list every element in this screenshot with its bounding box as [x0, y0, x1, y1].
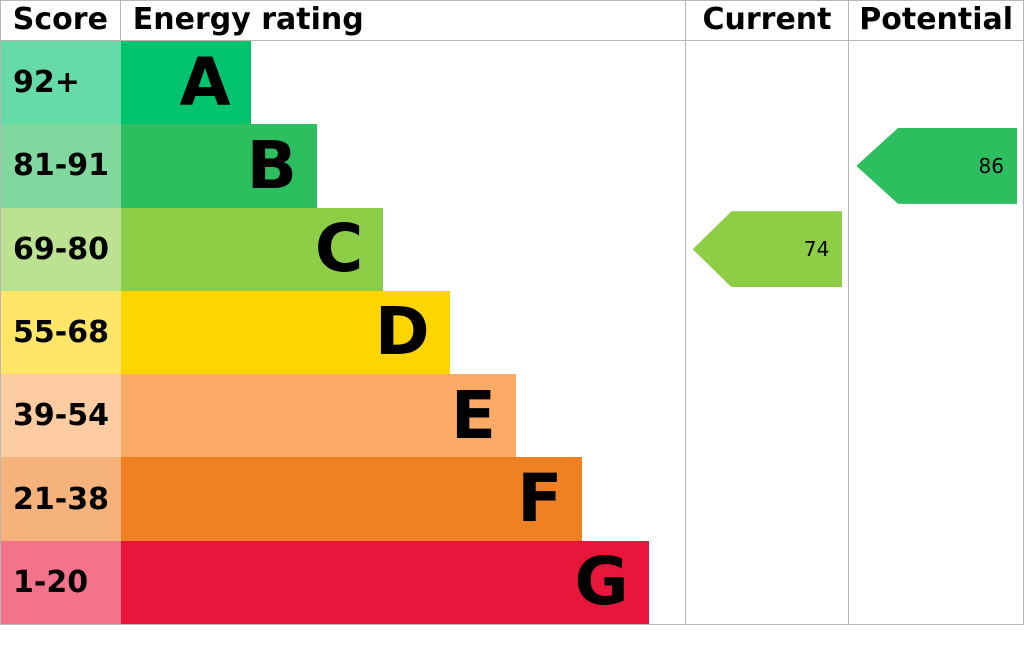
potential-arrow: 86: [856, 127, 1017, 204]
header-energy-rating: Energy rating: [132, 2, 364, 37]
epc-chart: Score Energy rating Current Potential 92…: [0, 0, 1024, 625]
score-range: 69-80: [1, 207, 121, 291]
score-range: 39-54: [1, 374, 121, 458]
bar-area: D: [121, 290, 685, 375]
bar-area: G: [121, 540, 685, 624]
band-bar-a: A: [121, 41, 251, 125]
band-letter: G: [574, 543, 629, 621]
bar-area: C: [121, 207, 685, 291]
band-bar-d: D: [121, 290, 450, 375]
current-column: 74: [684, 41, 849, 624]
score-range: 1-20: [1, 540, 121, 624]
band-row-b: 81-91 B: [1, 124, 685, 208]
header-current: Current: [684, 1, 849, 40]
bar-area: F: [121, 457, 685, 541]
bar-area: E: [121, 374, 685, 458]
rating-bands: 92+ A 81-91 B 69-8: [1, 41, 685, 624]
bar-area: A: [121, 41, 685, 125]
band-row-g: 1-20 G: [1, 540, 685, 624]
band-letter: D: [374, 293, 430, 371]
potential-value: 86: [978, 153, 1004, 178]
table-body: 92+ A 81-91 B 69-8: [1, 41, 1023, 624]
band-bar-c: C: [121, 207, 384, 291]
band-row-c: 69-80 C: [1, 207, 685, 291]
score-range: 81-91: [1, 124, 121, 208]
potential-column: 86: [848, 41, 1023, 624]
header-potential: Potential: [848, 1, 1023, 40]
band-row-e: 39-54 E: [1, 374, 685, 458]
band-row-d: 55-68 D: [1, 290, 685, 375]
band-bar-e: E: [121, 374, 516, 458]
band-bar-g: G: [121, 540, 649, 624]
band-letter: C: [314, 210, 364, 288]
band-bar-b: B: [121, 124, 317, 208]
band-row-a: 92+ A: [1, 41, 685, 125]
header-score: Score: [1, 1, 121, 40]
score-range: 55-68: [1, 290, 121, 375]
band-row-f: 21-38 F: [1, 457, 685, 541]
score-range: 21-38: [1, 457, 121, 541]
table-header: Score Energy rating Current Potential: [1, 1, 1023, 41]
bar-area: B: [121, 124, 685, 208]
band-letter: A: [179, 43, 231, 121]
current-value: 74: [803, 237, 830, 262]
band-letter: B: [246, 126, 297, 204]
current-arrow: 74: [692, 211, 843, 288]
band-letter: F: [517, 460, 563, 538]
band-letter: E: [450, 376, 496, 454]
band-bar-f: F: [121, 457, 583, 541]
score-range: 92+: [1, 41, 121, 125]
